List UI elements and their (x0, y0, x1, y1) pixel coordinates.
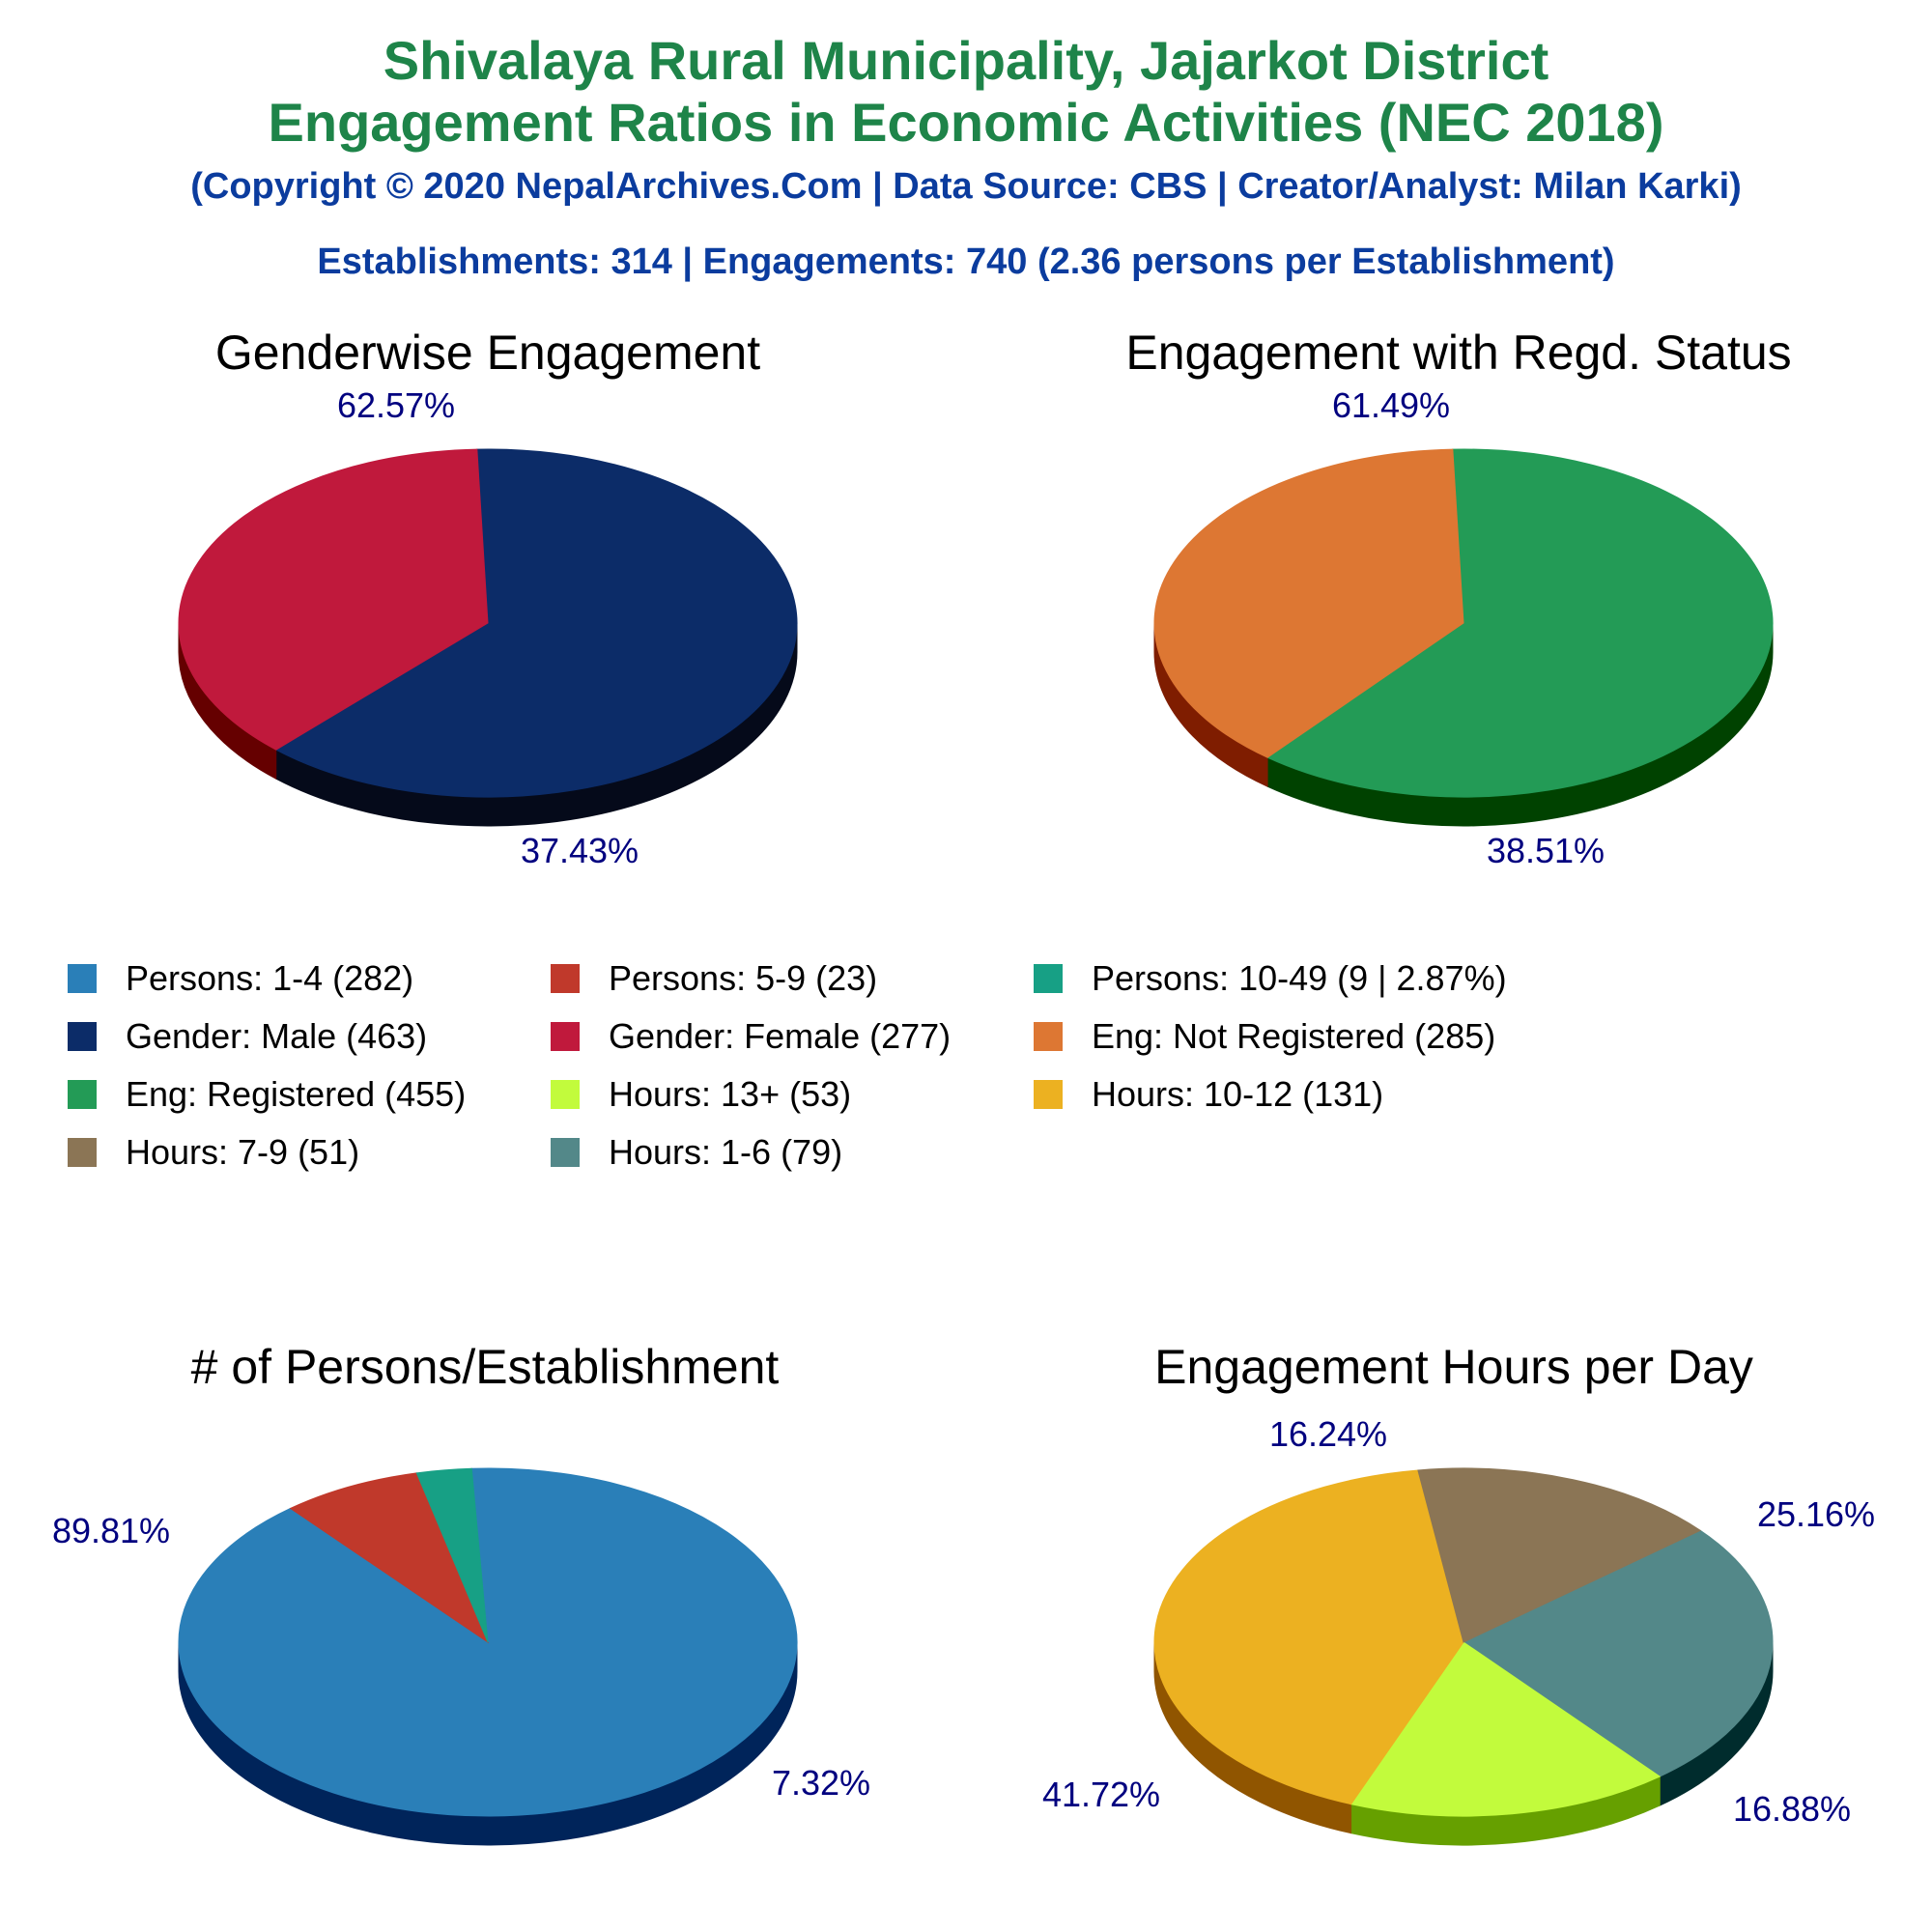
legend-swatch (68, 1080, 97, 1109)
pie-percent-label: 62.57% (337, 385, 455, 425)
legend-label: Persons: 1-4 (282) (126, 958, 414, 998)
legend-label: Hours: 7-9 (51) (126, 1132, 360, 1172)
legend-swatch (1034, 1022, 1063, 1051)
pie-percent-label: 38.51% (1487, 831, 1605, 870)
pie-slice (1266, 448, 1774, 798)
pie-percent-label: 89.81% (52, 1511, 170, 1550)
legend-item: Gender: Male (463) (68, 1016, 428, 1056)
pie-slice (1350, 1641, 1662, 1817)
legend-label: Hours: 13+ (53) (609, 1074, 852, 1114)
pie-slice (1153, 1469, 1464, 1805)
legend-swatch (68, 1138, 97, 1167)
legend-swatch (551, 1080, 580, 1109)
legend-swatch (1034, 964, 1063, 993)
pie-percent-label: 25.16% (1757, 1494, 1875, 1534)
pie-percent-label: 16.24% (1269, 1414, 1387, 1454)
legend-item: Hours: 13+ (53) (551, 1074, 852, 1114)
pie-title-hours: Engagement Hours per Day (1154, 1340, 1753, 1394)
chart-title-line1: Shivalaya Rural Municipality, Jajarkot D… (383, 30, 1549, 91)
legend-swatch (68, 964, 97, 993)
legend-label: Eng: Registered (455) (126, 1074, 467, 1114)
pie-chart-2: 89.81% 7.32% (52, 1467, 870, 1846)
legend-item: Hours: 7-9 (51) (68, 1132, 360, 1172)
legend-item: Gender: Female (277) (551, 1016, 952, 1056)
pie-slice (289, 1472, 490, 1644)
pie-chart-3: 25.16% 16.88% 41.72% 16.24% (1042, 1414, 1875, 1846)
legend-swatch (551, 1022, 580, 1051)
legend-label: Hours: 10-12 (131) (1092, 1074, 1384, 1114)
legend-item: Hours: 1-6 (79) (551, 1132, 843, 1172)
pie-slice (1417, 1467, 1702, 1643)
legend-swatch (1034, 1080, 1063, 1109)
legend-label: Eng: Not Registered (285) (1092, 1016, 1496, 1056)
pie-percent-label: 37.43% (521, 831, 639, 870)
legend-label: Hours: 1-6 (79) (609, 1132, 843, 1172)
pie-title-registration: Engagement with Regd. Status (1125, 326, 1791, 380)
legend-swatch (68, 1022, 97, 1051)
pie-percent-label: 7.32% (772, 1763, 870, 1803)
legend-label: Gender: Female (277) (609, 1016, 952, 1056)
copyright-line: (Copyright © 2020 NepalArchives.Com | Da… (190, 166, 1742, 207)
pie-slice (1462, 1529, 1774, 1777)
legend-item: Eng: Not Registered (285) (1034, 1016, 1496, 1056)
pie-slice (178, 448, 489, 751)
pie-percent-label: 41.72% (1042, 1775, 1160, 1814)
legend-item: Persons: 1-4 (282) (68, 958, 414, 998)
pie-percent-label: 61.49% (1332, 385, 1450, 425)
legend-item: Hours: 10-12 (131) (1034, 1074, 1384, 1114)
legend-label: Persons: 10-49 (9 | 2.87%) (1092, 958, 1507, 998)
pie-slice (274, 448, 798, 798)
pie-title-persons: # of Persons/Establishment (191, 1340, 780, 1394)
chart-title-line2: Engagement Ratios in Economic Activities… (268, 92, 1664, 153)
pie-chart-0: 62.57% 37.43% (178, 385, 798, 870)
legend-swatch (551, 964, 580, 993)
legend-swatch (551, 1138, 580, 1167)
legend-item: Persons: 10-49 (9 | 2.87%) (1034, 958, 1507, 998)
pie-percent-label: 16.88% (1733, 1789, 1851, 1829)
legend-item: Eng: Registered (455) (68, 1074, 467, 1114)
pie-title-gender: Genderwise Engagement (215, 326, 760, 380)
pie-chart-1: 61.49% 38.51% (1153, 385, 1774, 870)
legend-label: Persons: 5-9 (23) (609, 958, 878, 998)
pie-slice (415, 1467, 489, 1643)
summary-line: Establishments: 314 | Engagements: 740 (… (317, 242, 1615, 282)
legend-item: Persons: 5-9 (23) (551, 958, 878, 998)
pie-slice (1153, 448, 1464, 758)
legend-label: Gender: Male (463) (126, 1016, 428, 1056)
